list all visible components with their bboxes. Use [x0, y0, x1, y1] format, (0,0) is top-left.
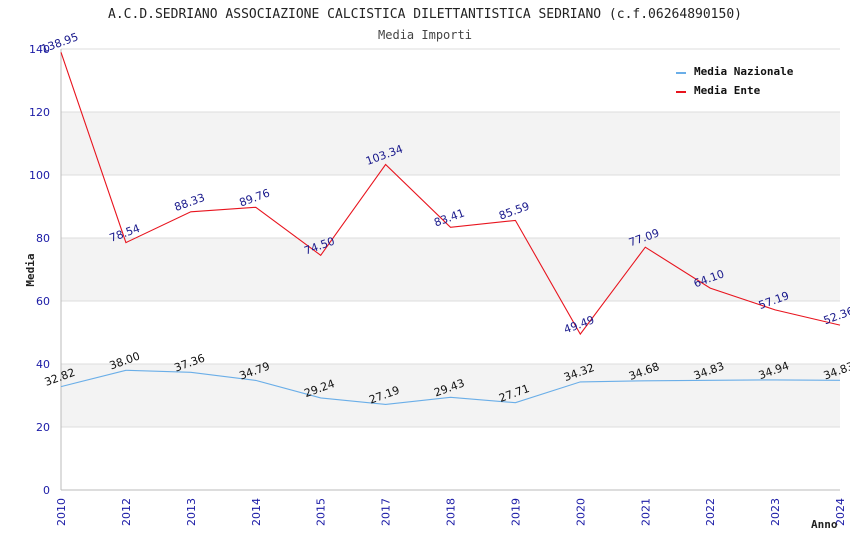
x-tick-label: 2018 — [445, 498, 458, 526]
x-tick-label: 2017 — [380, 498, 393, 526]
x-tick-label: 2021 — [639, 498, 652, 526]
legend-label-ente: Media Ente — [694, 84, 761, 97]
x-tick-label: 2015 — [315, 498, 328, 526]
x-tick-label: 2019 — [509, 498, 522, 526]
legend: Media Nazionale Media Ente — [676, 65, 794, 97]
y-tick-label: 80 — [36, 232, 50, 245]
grid-band — [61, 112, 840, 175]
grid-band — [61, 364, 840, 427]
data-label-ente: 138.95 — [39, 30, 80, 55]
data-label-ente: 89.76 — [238, 186, 272, 209]
y-tick-label: 60 — [36, 295, 50, 308]
x-tick-label: 2023 — [769, 498, 782, 526]
y-tick-label: 40 — [36, 358, 50, 371]
grid-bands — [61, 112, 840, 427]
x-tick-label: 2024 — [834, 498, 847, 526]
y-tick-label: 20 — [36, 421, 50, 434]
x-tick-label: 2013 — [185, 498, 198, 526]
chart-subtitle: Media Importi — [378, 28, 472, 42]
y-axis-label: Media — [24, 253, 37, 286]
x-tick-labels: 2010 2012 2013 2014 2015 2017 2018 2019 2020 2021… — [55, 498, 847, 526]
chart-title: A.C.D.SEDRIANO ASSOCIAZIONE CALCISTICA D… — [108, 7, 742, 22]
y-tick-labels: 0 20 40 60 80 100 120 140 — [29, 43, 50, 497]
series-lines — [60, 52, 841, 405]
series-line-nazionale — [60, 369, 841, 405]
y-tick-label: 100 — [29, 169, 50, 182]
x-tick-label: 2012 — [120, 498, 133, 526]
x-tick-label: 2020 — [574, 498, 587, 526]
x-tick-label: 2022 — [704, 498, 717, 526]
axes — [60, 49, 840, 491]
y-tick-label: 0 — [43, 484, 50, 497]
x-axis-label: Anno — [811, 518, 838, 531]
x-tick-label: 2010 — [55, 498, 68, 526]
grid-band — [61, 238, 840, 301]
data-label-ente: 85.59 — [497, 200, 531, 223]
y-tick-label: 140 — [29, 43, 50, 56]
x-tick-label: 2014 — [250, 498, 263, 526]
y-tick-label: 120 — [29, 106, 50, 119]
series-line-ente — [60, 52, 841, 336]
legend-label-nazionale: Media Nazionale — [694, 65, 794, 78]
